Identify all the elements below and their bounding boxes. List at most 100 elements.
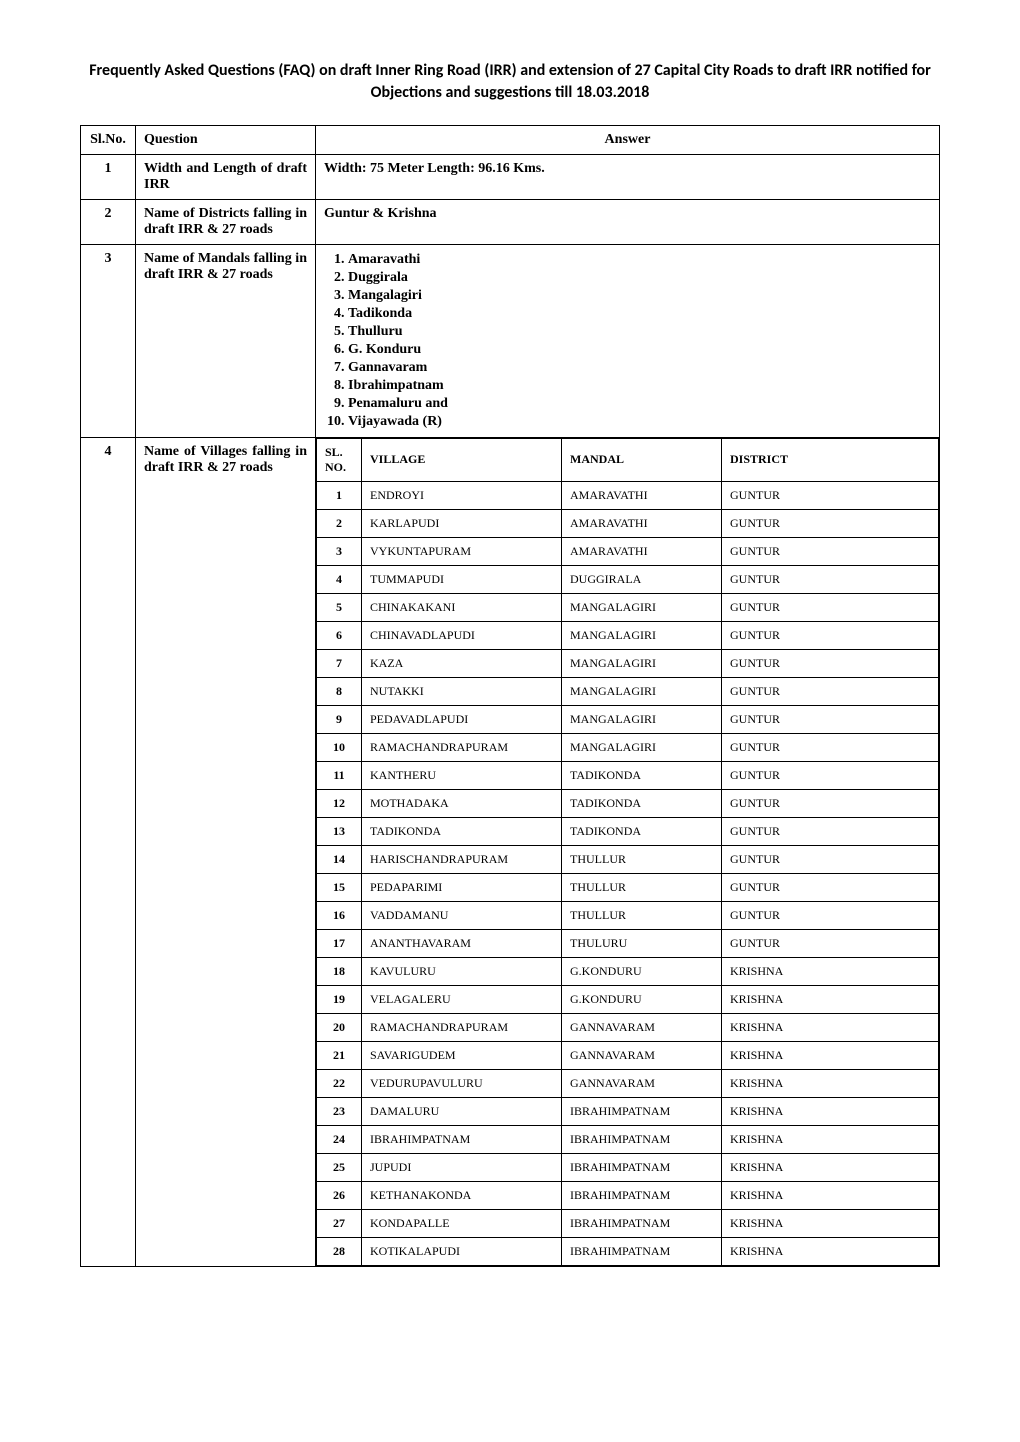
village-name: IBRAHIMPATNAM <box>362 1125 562 1153</box>
mandal-item: Tadikonda <box>348 305 931 323</box>
village-mandal: IBRAHIMPATNAM <box>562 1125 722 1153</box>
answer-cell: Width: 75 Meter Length: 96.16 Kms. <box>316 154 940 199</box>
question-cell: Name of Districts falling in draft IRR &… <box>136 199 316 244</box>
mandal-item: Ibrahimpatnam <box>348 377 931 395</box>
village-sl: 17 <box>317 929 362 957</box>
village-district: GUNTUR <box>722 621 939 649</box>
village-header-sl: SL. NO. <box>317 438 362 481</box>
village-mandal: THULLUR <box>562 901 722 929</box>
question-cell: Name of Villages falling in draft IRR & … <box>136 437 316 1266</box>
village-row: 12MOTHADAKATADIKONDAGUNTUR <box>317 789 939 817</box>
village-district: GUNTUR <box>722 761 939 789</box>
village-row: 9PEDAVADLAPUDIMANGALAGIRIGUNTUR <box>317 705 939 733</box>
village-district: GUNTUR <box>722 537 939 565</box>
village-sl: 13 <box>317 817 362 845</box>
village-district: KRISHNA <box>722 1153 939 1181</box>
village-mandal: MANGALAGIRI <box>562 649 722 677</box>
village-row: 28KOTIKALAPUDIIBRAHIMPATNAMKRISHNA <box>317 1237 939 1265</box>
village-mandal: AMARAVATHI <box>562 481 722 509</box>
village-district: GUNTUR <box>722 789 939 817</box>
village-mandal: MANGALAGIRI <box>562 705 722 733</box>
village-row: 27KONDAPALLEIBRAHIMPATNAMKRISHNA <box>317 1209 939 1237</box>
village-sl: 22 <box>317 1069 362 1097</box>
village-mandal: IBRAHIMPATNAM <box>562 1153 722 1181</box>
page-title: Frequently Asked Questions (FAQ) on draf… <box>80 60 940 105</box>
mandal-item: Thulluru <box>348 323 931 341</box>
village-mandal: DUGGIRALA <box>562 565 722 593</box>
village-row: 17ANANTHAVARAMTHULURUGUNTUR <box>317 929 939 957</box>
village-sl: 8 <box>317 677 362 705</box>
village-row: 19VELAGALERUG.KONDURUKRISHNA <box>317 985 939 1013</box>
question-cell: Name of Mandals falling in draft IRR & 2… <box>136 244 316 437</box>
village-sl: 2 <box>317 509 362 537</box>
village-row: 4TUMMAPUDIDUGGIRALAGUNTUR <box>317 565 939 593</box>
village-sl: 5 <box>317 593 362 621</box>
village-sl: 11 <box>317 761 362 789</box>
village-mandal: TADIKONDA <box>562 817 722 845</box>
village-name: PEDAPARIMI <box>362 873 562 901</box>
village-mandal: THULLUR <box>562 845 722 873</box>
village-mandal: GANNAVARAM <box>562 1041 722 1069</box>
faq-row: 1 Width and Length of draft IRR Width: 7… <box>81 154 940 199</box>
village-name: DAMALURU <box>362 1097 562 1125</box>
village-mandal: IBRAHIMPATNAM <box>562 1237 722 1265</box>
mandal-item: G. Konduru <box>348 341 931 359</box>
village-sl: 3 <box>317 537 362 565</box>
village-sl: 19 <box>317 985 362 1013</box>
village-district: GUNTUR <box>722 929 939 957</box>
village-mandal: IBRAHIMPATNAM <box>562 1181 722 1209</box>
mandal-item: Penamaluru and <box>348 395 931 413</box>
header-slno: Sl.No. <box>81 125 136 154</box>
village-row: 10RAMACHANDRAPURAMMANGALAGIRIGUNTUR <box>317 733 939 761</box>
villages-header-row: SL. NO. VILLAGE MANDAL DISTRICT <box>317 438 939 481</box>
slno-cell: 4 <box>81 437 136 1266</box>
answer-cell: Guntur & Krishna <box>316 199 940 244</box>
village-sl: 12 <box>317 789 362 817</box>
village-row: 11KANTHERUTADIKONDAGUNTUR <box>317 761 939 789</box>
village-district: GUNTUR <box>722 509 939 537</box>
village-name: ENDROYI <box>362 481 562 509</box>
answer-cell: SL. NO. VILLAGE MANDAL DISTRICT 1ENDROYI… <box>316 437 940 1266</box>
mandal-item: Duggirala <box>348 269 931 287</box>
village-name: TUMMAPUDI <box>362 565 562 593</box>
village-district: KRISHNA <box>722 1069 939 1097</box>
village-district: KRISHNA <box>722 1125 939 1153</box>
faq-row: 2 Name of Districts falling in draft IRR… <box>81 199 940 244</box>
village-name: KONDAPALLE <box>362 1209 562 1237</box>
village-row: 6CHINAVADLAPUDIMANGALAGIRIGUNTUR <box>317 621 939 649</box>
village-district: KRISHNA <box>722 1181 939 1209</box>
question-cell: Width and Length of draft IRR <box>136 154 316 199</box>
village-name: NUTAKKI <box>362 677 562 705</box>
mandal-item: Mangalagiri <box>348 287 931 305</box>
village-sl: 27 <box>317 1209 362 1237</box>
village-name: MOTHADAKA <box>362 789 562 817</box>
village-row: 5CHINAKAKANIMANGALAGIRIGUNTUR <box>317 593 939 621</box>
village-district: KRISHNA <box>722 1013 939 1041</box>
village-mandal: G.KONDURU <box>562 985 722 1013</box>
village-sl: 4 <box>317 565 362 593</box>
village-name: SAVARIGUDEM <box>362 1041 562 1069</box>
village-district: GUNTUR <box>722 677 939 705</box>
village-name: TADIKONDA <box>362 817 562 845</box>
mandal-item: Vijayawada (R) <box>348 413 931 431</box>
village-name: CHINAVADLAPUDI <box>362 621 562 649</box>
village-mandal: IBRAHIMPATNAM <box>562 1097 722 1125</box>
village-district: GUNTUR <box>722 649 939 677</box>
village-row: 18KAVULURUG.KONDURUKRISHNA <box>317 957 939 985</box>
village-district: KRISHNA <box>722 1237 939 1265</box>
village-name: ANANTHAVARAM <box>362 929 562 957</box>
village-row: 13TADIKONDATADIKONDAGUNTUR <box>317 817 939 845</box>
villages-table: SL. NO. VILLAGE MANDAL DISTRICT 1ENDROYI… <box>316 438 939 1266</box>
village-name: PEDAVADLAPUDI <box>362 705 562 733</box>
village-row: 8NUTAKKIMANGALAGIRIGUNTUR <box>317 677 939 705</box>
village-name: HARISCHANDRAPURAM <box>362 845 562 873</box>
village-mandal: MANGALAGIRI <box>562 733 722 761</box>
village-sl: 10 <box>317 733 362 761</box>
village-mandal: THULURU <box>562 929 722 957</box>
village-mandal: G.KONDURU <box>562 957 722 985</box>
village-name: KAZA <box>362 649 562 677</box>
mandal-item: Gannavaram <box>348 359 931 377</box>
village-mandal: MANGALAGIRI <box>562 621 722 649</box>
village-district: KRISHNA <box>722 1209 939 1237</box>
village-district: GUNTUR <box>722 873 939 901</box>
